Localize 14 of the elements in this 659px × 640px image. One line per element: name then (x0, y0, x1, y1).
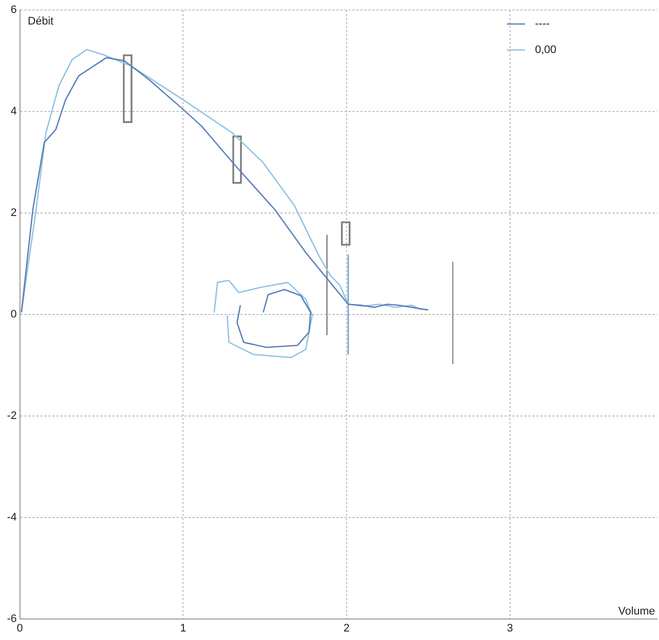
y-tick-label: -2 (7, 410, 17, 422)
y-tick-label: 0 (10, 308, 17, 320)
y-tick-label: 4 (10, 106, 17, 118)
x-tick-label: 2 (343, 622, 350, 634)
x-tick-label: 1 (180, 622, 186, 634)
x-tick-label: 3 (506, 622, 514, 634)
y-tick-label: -6 (7, 612, 17, 625)
legend-label: 0,00 (535, 44, 556, 56)
x-axis-title: Volume (618, 605, 655, 618)
legend-label: ---- (535, 18, 550, 30)
y-tick-label: 6 (10, 4, 17, 16)
y-tick-label: -4 (7, 511, 17, 524)
y-axis-title: Débit (28, 16, 54, 28)
y-tick-label: 2 (10, 206, 17, 219)
